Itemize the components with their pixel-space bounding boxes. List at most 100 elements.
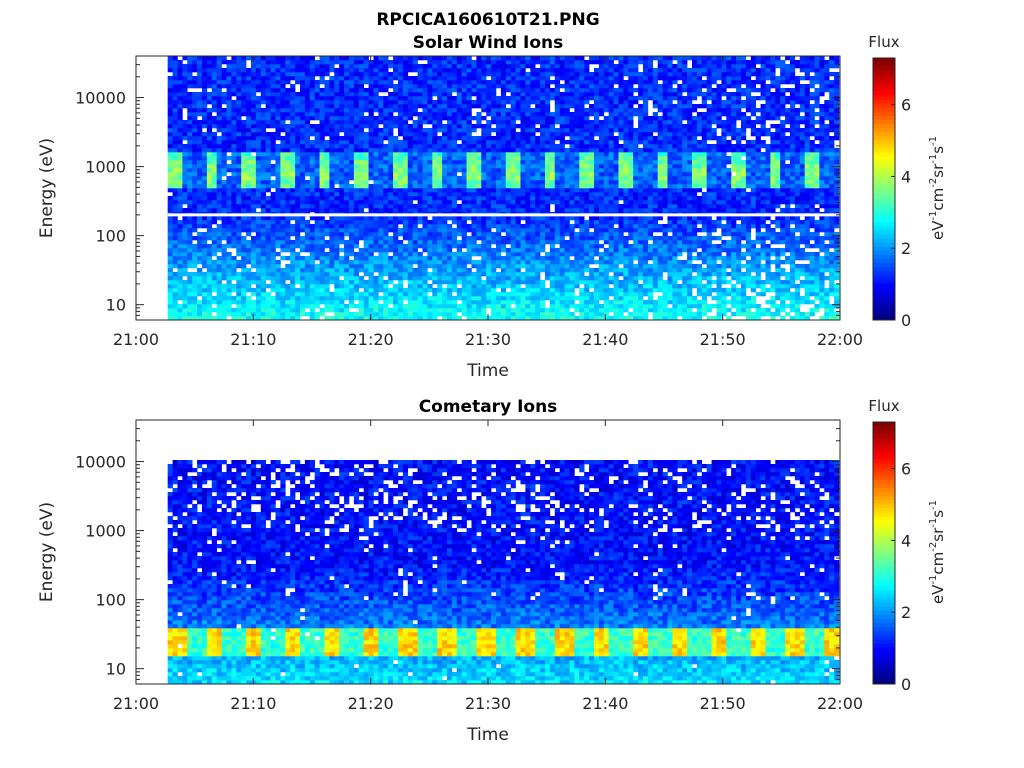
heatmap-cell — [246, 116, 252, 121]
heatmap-cell — [456, 156, 462, 161]
heatmap-cell — [216, 80, 222, 85]
heatmap-cell — [388, 228, 394, 233]
heatmap-cell — [216, 120, 222, 125]
heatmap-cell — [270, 84, 276, 89]
heatmap-cell — [451, 276, 458, 281]
heatmap-cell — [324, 264, 330, 269]
heatmap-cell — [299, 236, 306, 241]
heatmap-cell — [192, 56, 198, 61]
heatmap-cell — [236, 224, 242, 229]
heatmap-cell — [299, 60, 306, 65]
heatmap-cell — [422, 96, 428, 101]
heatmap-cell — [348, 84, 355, 89]
heatmap-cell — [530, 224, 536, 229]
heatmap-cell — [358, 100, 364, 105]
heatmap-cell — [422, 236, 428, 241]
heatmap-cell — [206, 312, 213, 317]
heatmap-cell — [427, 76, 433, 81]
heatmap-cell — [554, 76, 560, 81]
heatmap-cell — [456, 104, 462, 109]
heatmap-cell — [344, 276, 350, 281]
heatmap-cell — [358, 156, 364, 161]
heatmap-cell — [182, 224, 188, 229]
heatmap-cell — [334, 164, 340, 169]
heatmap-cell — [221, 68, 227, 73]
heatmap-cell — [471, 272, 477, 277]
heatmap-cell — [383, 224, 389, 229]
heatmap-cell — [466, 300, 472, 305]
heatmap-cell — [177, 80, 183, 85]
heatmap-cell — [334, 264, 340, 269]
heatmap-cell — [314, 108, 320, 113]
heatmap-cell — [476, 200, 482, 205]
heatmap-cell — [388, 256, 394, 261]
heatmap-cell — [270, 296, 276, 301]
heatmap-cell — [500, 228, 507, 233]
heatmap-cell — [334, 292, 340, 297]
heatmap-cell — [197, 172, 203, 177]
heatmap-cell — [540, 60, 546, 65]
heatmap-cell — [299, 136, 306, 141]
heatmap-cell — [456, 116, 462, 121]
heatmap-cell — [348, 148, 355, 153]
heatmap-cell — [427, 272, 433, 277]
heatmap-cell — [554, 260, 560, 265]
heatmap-cell — [324, 72, 330, 77]
heatmap-cell — [290, 292, 296, 297]
heatmap-cell — [530, 136, 536, 141]
heatmap-cell — [216, 296, 222, 301]
heatmap-cell — [344, 56, 350, 61]
heatmap-cell — [201, 316, 208, 321]
heatmap-cell — [275, 260, 281, 265]
heatmap-cell — [437, 176, 443, 181]
heatmap-cell — [211, 96, 217, 101]
heatmap-cell — [510, 312, 516, 317]
heatmap-cell — [167, 124, 173, 129]
heatmap-cell — [265, 108, 271, 113]
heatmap-cell — [192, 292, 198, 297]
heatmap-cell — [402, 92, 409, 97]
heatmap-cell — [201, 196, 208, 201]
heatmap-cell — [417, 152, 423, 157]
heatmap-cell — [471, 316, 477, 321]
heatmap-cell — [309, 216, 315, 221]
heatmap-cell — [451, 64, 458, 69]
heatmap-cell — [260, 68, 266, 73]
heatmap-cell — [295, 308, 301, 313]
heatmap-cell — [486, 92, 492, 97]
heatmap-cell — [437, 196, 443, 201]
heatmap-cell — [339, 196, 345, 201]
heatmap-cell — [358, 132, 364, 137]
heatmap-cell — [471, 216, 477, 221]
heatmap-cell — [201, 120, 208, 125]
heatmap-cell — [192, 84, 198, 89]
heatmap-cell — [246, 208, 252, 213]
heatmap-cell — [314, 244, 320, 249]
heatmap-cell — [520, 180, 526, 185]
heatmap-cell — [383, 112, 389, 117]
heatmap-cell — [446, 244, 453, 249]
heatmap-cell — [544, 224, 551, 229]
heatmap-cell — [334, 188, 340, 193]
heatmap-cell — [211, 220, 217, 225]
heatmap-cell — [471, 136, 477, 141]
heatmap-cell — [216, 104, 222, 109]
heatmap-cell — [280, 216, 286, 221]
heatmap-cell — [324, 316, 330, 321]
heatmap-cell — [177, 316, 183, 321]
heatmap-cell — [172, 280, 178, 285]
heatmap-cell — [417, 92, 423, 97]
heatmap-cell — [299, 224, 306, 229]
heatmap-cell — [201, 280, 208, 285]
heatmap-cell — [486, 244, 492, 249]
heatmap-cell — [275, 160, 281, 165]
heatmap-cell — [236, 240, 242, 245]
heatmap-cell — [466, 308, 472, 313]
heatmap-cell — [510, 204, 516, 209]
heatmap-cell — [515, 224, 521, 229]
heatmap-cell — [348, 312, 355, 317]
heatmap-cell — [383, 316, 389, 321]
heatmap-cell — [476, 148, 482, 153]
heatmap-cell — [167, 264, 173, 269]
heatmap-cell — [201, 156, 208, 161]
